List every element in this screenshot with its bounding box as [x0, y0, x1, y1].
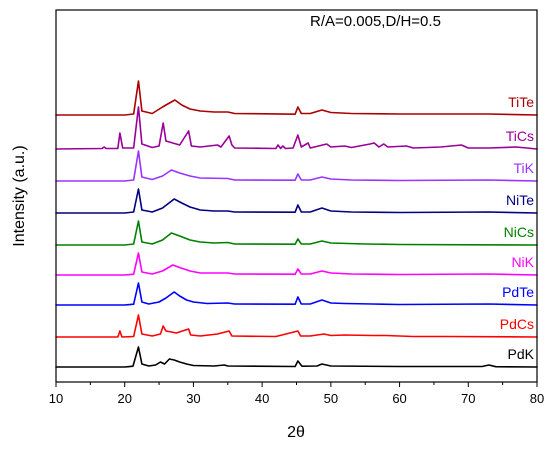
series-line-nite	[55, 188, 538, 214]
series-label-pdk: PdK	[508, 346, 535, 362]
series-label-nik: NiK	[511, 254, 534, 270]
series-line-tik	[55, 150, 538, 182]
series-label-tics: TiCs	[506, 128, 534, 144]
series-label-pdte: PdTe	[502, 284, 534, 300]
series-line-pdte	[55, 282, 538, 306]
x-tick-label: 30	[186, 391, 200, 406]
series-line-tics	[55, 106, 538, 150]
x-tick-label: 70	[461, 391, 475, 406]
plot-frame	[55, 9, 538, 383]
series-line-pdk	[55, 346, 538, 368]
x-axis-label: 2θ	[287, 424, 305, 441]
annotation-text: R/A=0.005,D/H=0.5	[310, 13, 441, 30]
series-label-tik: TiK	[514, 160, 535, 176]
series-label-nics: NiCs	[504, 224, 534, 240]
x-axis-ticks: 10 20 30 40 50 60 70 80	[49, 382, 544, 406]
series-line-pdcs	[55, 314, 538, 338]
series-label-tite: TiTe	[508, 94, 534, 110]
series-label-pdcs: PdCs	[500, 316, 534, 332]
series-line-tite	[55, 80, 538, 116]
series-line-nics	[55, 220, 538, 246]
series-line-nik	[55, 252, 538, 276]
series-labels: PdK PdCs PdTe NiK NiCs NiTe TiK TiCs TiTe	[500, 94, 535, 362]
x-tick-label: 10	[49, 391, 63, 406]
x-tick-label: 40	[255, 391, 269, 406]
series-label-nite: NiTe	[506, 192, 534, 208]
x-tick-label: 20	[117, 391, 131, 406]
x-tick-label: 80	[530, 391, 544, 406]
series-layer	[55, 80, 538, 368]
y-axis-label: Intensity (a.u.)	[11, 145, 28, 246]
x-tick-label: 60	[392, 391, 406, 406]
x-tick-label: 50	[324, 391, 338, 406]
